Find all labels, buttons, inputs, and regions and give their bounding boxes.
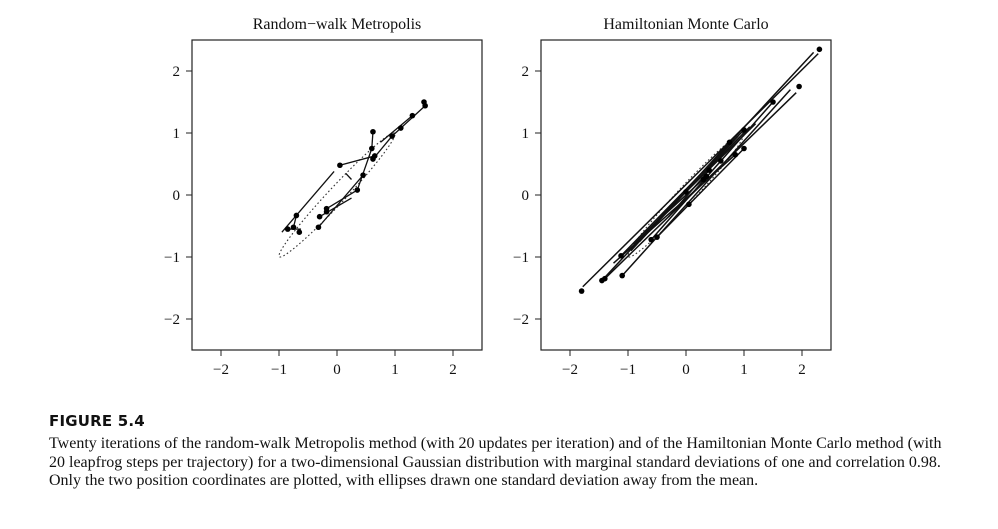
figure-label: FIGURE 5.4	[49, 412, 145, 430]
sample-point	[578, 288, 585, 294]
sample-point	[370, 128, 376, 135]
sample-point	[409, 112, 416, 119]
sample-point	[618, 252, 624, 259]
trajectory-line	[582, 53, 819, 288]
sample-point	[741, 145, 747, 152]
sample-point	[296, 229, 303, 235]
chart-title: Hamiltonian Monte Carlo	[603, 16, 768, 33]
sample-point	[726, 139, 733, 146]
sample-point	[796, 83, 802, 90]
x-tick-label: 0	[682, 362, 690, 378]
sample-point	[389, 133, 395, 139]
sample-point	[284, 226, 291, 232]
sample-point	[732, 151, 739, 158]
y-tick-label: −1	[513, 250, 529, 266]
trajectory-line	[644, 175, 707, 233]
figure-caption: FIGURE 5.4 Twenty iterations of the rand…	[49, 412, 959, 491]
sd-ellipse	[278, 132, 396, 258]
x-tick-label: −1	[271, 362, 287, 378]
trail-line	[317, 174, 364, 228]
sample-point	[422, 102, 428, 109]
sample-point	[602, 275, 608, 282]
sample-point	[398, 125, 404, 131]
sample-point	[741, 127, 747, 133]
sample-point	[323, 208, 330, 215]
sample-point	[770, 99, 776, 105]
chart-title: Random−walk Metropolis	[253, 16, 422, 33]
sample-point	[315, 224, 322, 231]
x-tick-label: 2	[798, 362, 806, 378]
sample-point	[648, 236, 654, 243]
sample-point	[369, 145, 375, 152]
y-tick-label: 2	[522, 64, 530, 80]
sample-point	[290, 224, 297, 231]
sample-point	[354, 187, 361, 193]
x-tick-label: −1	[620, 362, 636, 378]
panel-hamiltonian-monte-carlo: Hamiltonian Monte Carlo −2 −1 0 1 2 −2 −1 0 1 2	[513, 16, 832, 378]
sample-point	[293, 212, 300, 219]
x-tick-label: −2	[213, 362, 229, 378]
trail-line	[345, 172, 352, 180]
x-tick-label: −2	[562, 362, 578, 378]
trajectory-line	[621, 89, 791, 277]
sample-point	[718, 158, 724, 164]
y-tick-label: 2	[173, 64, 181, 80]
figure-canvas: Random−walk Metropolis −2 −1 0 1 2 −2 −1 0 1 2 Ham…	[164, 16, 832, 378]
sample-point	[360, 172, 366, 178]
y-tick-label: −2	[164, 312, 180, 328]
caption-text: Twenty iterations of the random-walk Met…	[49, 435, 942, 489]
trail-line	[356, 148, 373, 191]
sample-point	[654, 234, 660, 240]
y-tick-label: 0	[173, 188, 181, 204]
trajectory-line	[639, 135, 739, 243]
sample-point	[703, 173, 710, 180]
x-tick-label: 1	[391, 362, 399, 378]
y-tick-label: −1	[164, 250, 180, 266]
sample-point	[816, 46, 823, 53]
sample-point	[316, 213, 323, 220]
trajectory-line	[656, 147, 745, 238]
sample-point	[337, 162, 343, 169]
sample-point	[683, 189, 689, 195]
sample-point	[686, 201, 692, 208]
trail-line	[326, 189, 358, 210]
plot-frame	[191, 39, 483, 351]
y-tick-label: 1	[522, 126, 530, 142]
y-tick-label: 1	[173, 126, 181, 142]
trail-line	[391, 105, 426, 137]
trail-line	[339, 155, 375, 166]
y-tick-label: −2	[513, 312, 529, 328]
trail-line	[281, 171, 335, 233]
y-tick-label: 0	[522, 188, 530, 204]
x-tick-label: 2	[449, 362, 457, 378]
trail-line	[380, 115, 413, 143]
trajectory-line	[650, 101, 774, 241]
sample-point	[706, 167, 712, 173]
plot-area	[278, 99, 428, 258]
sample-point	[371, 153, 378, 159]
plot-area	[578, 46, 823, 294]
sample-point	[619, 272, 625, 279]
x-tick-label: 1	[740, 362, 748, 378]
x-tick-label: 0	[333, 362, 341, 378]
panel-random-walk-metropolis: Random−walk Metropolis −2 −1 0 1 2 −2 −1 0 1 2	[164, 16, 483, 378]
